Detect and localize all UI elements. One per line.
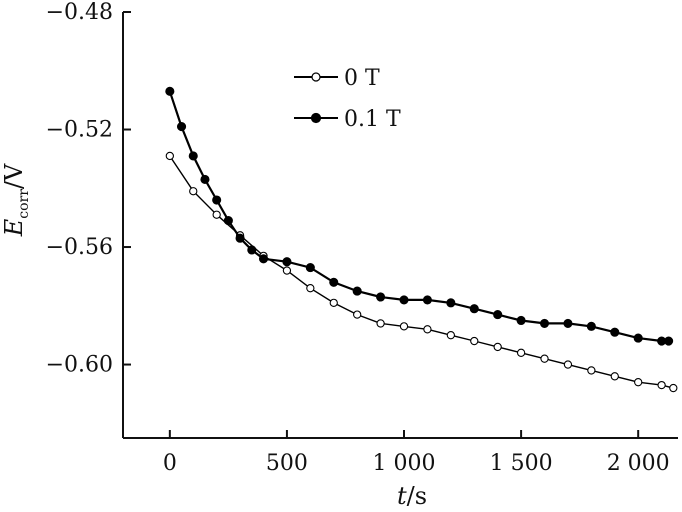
data-point bbox=[376, 292, 386, 302]
x-axis-label: t/s bbox=[397, 482, 427, 510]
y-axis-unit: /V bbox=[0, 163, 28, 189]
data-point bbox=[469, 304, 479, 314]
data-point bbox=[165, 86, 175, 96]
y-axis-subscript: corr bbox=[16, 189, 32, 219]
data-point bbox=[493, 342, 502, 352]
series-layer bbox=[165, 86, 678, 393]
y-axis-label: Ecorr/V bbox=[0, 163, 32, 237]
data-point bbox=[470, 336, 479, 346]
data-point bbox=[610, 327, 620, 337]
data-point bbox=[633, 333, 643, 343]
data-point bbox=[634, 378, 643, 387]
data-point bbox=[306, 284, 315, 293]
series-filled-circle bbox=[165, 86, 674, 346]
data-point bbox=[200, 174, 210, 185]
data-point bbox=[516, 315, 526, 326]
x-axis-unit: /s bbox=[407, 482, 427, 510]
x-tick-label: 2 000 bbox=[607, 451, 670, 476]
series-open-circle bbox=[165, 151, 678, 393]
data-point bbox=[247, 245, 257, 255]
data-point bbox=[669, 383, 678, 393]
data-point bbox=[657, 380, 666, 390]
data-point bbox=[610, 372, 619, 381]
data-point bbox=[189, 187, 198, 196]
y-tick-label: −0.60 bbox=[46, 353, 113, 378]
y-tick-label: −0.56 bbox=[46, 235, 113, 260]
series-line bbox=[169, 155, 674, 389]
data-point bbox=[353, 310, 362, 319]
data-point bbox=[664, 336, 674, 346]
y-tick-label: −0.52 bbox=[46, 118, 113, 143]
legend: 0 T 0.1 T bbox=[294, 66, 401, 132]
data-point bbox=[212, 210, 221, 219]
data-point bbox=[235, 233, 245, 243]
data-point bbox=[422, 295, 432, 305]
data-point bbox=[446, 331, 455, 340]
data-point bbox=[282, 257, 292, 267]
data-point bbox=[540, 354, 549, 363]
axes: −0.48 −0.52 −0.56 −0.60 0 500 1 000 1 500 2 000 bbox=[46, 0, 678, 476]
legend-label: 0 T bbox=[344, 66, 380, 91]
data-point bbox=[586, 321, 596, 331]
data-point bbox=[376, 319, 385, 328]
data-point bbox=[212, 195, 222, 205]
legend-marker bbox=[310, 112, 322, 124]
x-axis-var: t bbox=[397, 482, 407, 510]
data-point bbox=[563, 318, 573, 328]
legend-label: 0.1 T bbox=[344, 107, 401, 132]
data-point bbox=[258, 254, 269, 264]
data-point bbox=[223, 216, 233, 226]
data-point bbox=[399, 295, 409, 305]
data-point bbox=[563, 360, 573, 369]
data-point bbox=[493, 310, 503, 320]
data-point bbox=[282, 266, 292, 275]
data-point bbox=[352, 286, 362, 296]
y-axis-var: E bbox=[0, 218, 28, 237]
data-point bbox=[188, 151, 198, 161]
x-tick-label: 0 bbox=[163, 451, 177, 476]
data-point bbox=[399, 322, 409, 331]
data-point bbox=[165, 151, 174, 161]
y-tick-label: −0.48 bbox=[46, 0, 113, 25]
x-tick-label: 500 bbox=[266, 451, 308, 476]
data-point bbox=[329, 298, 338, 308]
legend-marker bbox=[311, 72, 321, 82]
data-point bbox=[305, 263, 315, 273]
data-point bbox=[329, 277, 339, 287]
x-tick-label: 1 000 bbox=[373, 451, 436, 476]
series-line bbox=[168, 90, 669, 343]
data-point bbox=[423, 325, 432, 334]
data-point bbox=[516, 348, 526, 357]
data-point bbox=[539, 318, 550, 328]
x-tick-label: 1 500 bbox=[490, 451, 553, 476]
data-point bbox=[587, 366, 596, 375]
data-point bbox=[176, 122, 187, 132]
data-point bbox=[446, 298, 456, 308]
